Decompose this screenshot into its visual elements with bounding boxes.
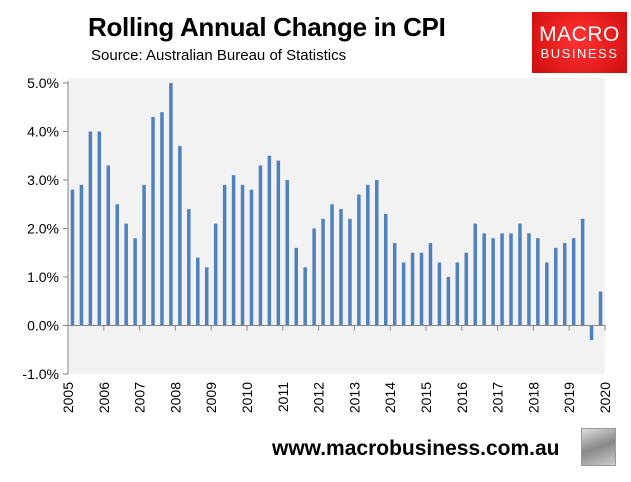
x-tick-label: 2018 — [525, 382, 541, 413]
bar — [124, 223, 128, 326]
plot-area — [68, 78, 605, 374]
x-tick-label: 2013 — [346, 382, 362, 413]
x-tick-label: 2020 — [597, 382, 613, 413]
y-tick-label: -1.0% — [22, 366, 59, 382]
x-tick-label: 2007 — [132, 382, 148, 413]
bar — [330, 204, 334, 326]
chart-title: Rolling Annual Change in CPI — [88, 12, 446, 42]
bar — [276, 160, 281, 326]
y-tick-label: 4.0% — [27, 124, 59, 140]
bar — [339, 209, 343, 326]
bar — [142, 184, 146, 326]
y-tick-label: 2.0% — [27, 221, 59, 237]
x-tick-label: 2016 — [454, 382, 470, 413]
bar — [321, 218, 325, 326]
bar — [491, 238, 495, 326]
bar — [455, 262, 460, 326]
wolf-logo-icon — [581, 428, 616, 466]
bar — [571, 238, 576, 326]
bar — [464, 252, 469, 326]
logo-line2: BUSINESS — [540, 46, 619, 61]
bar — [348, 218, 352, 326]
bar — [303, 267, 307, 326]
bar — [258, 165, 263, 326]
x-tick-label: 2010 — [239, 382, 255, 413]
logo-line1: MACRO — [539, 23, 620, 46]
bar — [204, 267, 209, 326]
bar — [446, 277, 451, 326]
y-tick-label: 3.0% — [27, 172, 59, 188]
bar — [401, 262, 406, 326]
bar — [392, 243, 397, 326]
bar — [428, 243, 433, 326]
x-tick-label: 2006 — [96, 382, 112, 413]
bar — [133, 238, 137, 326]
x-tick-label: 2009 — [203, 382, 219, 413]
bar — [410, 252, 415, 326]
bar — [222, 184, 227, 326]
bar — [151, 116, 155, 326]
x-tick-label: 2008 — [167, 382, 183, 413]
bar — [500, 233, 504, 326]
bar — [518, 223, 522, 326]
website-url: www.macrobusiness.com.au — [272, 437, 560, 460]
bar — [240, 184, 245, 326]
bar — [97, 131, 102, 326]
bar — [357, 194, 361, 326]
bar — [589, 325, 594, 341]
bar — [437, 262, 442, 326]
bar — [419, 252, 424, 326]
bar — [554, 247, 558, 326]
bar — [178, 146, 182, 326]
x-tick-label: 2012 — [311, 382, 327, 413]
bar — [106, 165, 111, 326]
bar — [527, 233, 531, 326]
y-tick-label: 0.0% — [27, 318, 59, 334]
bar — [285, 180, 290, 326]
bar — [187, 209, 191, 326]
bar — [366, 184, 370, 326]
y-tick-label: 5.0% — [27, 75, 59, 91]
bar — [115, 204, 119, 326]
bar — [375, 180, 379, 326]
macrobusiness-logo: MACRO BUSINESS — [532, 12, 627, 73]
bar — [88, 131, 93, 326]
bar — [482, 233, 486, 326]
x-tick-label: 2019 — [561, 382, 577, 413]
bar — [160, 112, 164, 326]
x-tick-label: 2011 — [275, 382, 291, 412]
bar — [294, 247, 298, 326]
x-tick-label: 2005 — [60, 382, 76, 413]
bar — [267, 155, 272, 326]
bar — [598, 291, 603, 326]
chart-subtitle: Source: Australian Bureau of Statistics — [91, 47, 347, 64]
bar — [213, 223, 218, 326]
bar — [473, 223, 477, 326]
bar — [231, 175, 236, 326]
bar — [169, 83, 173, 326]
bar — [70, 189, 75, 326]
bar — [312, 228, 316, 326]
y-tick-label: 1.0% — [27, 269, 59, 285]
x-tick-label: 2015 — [418, 382, 434, 413]
bar — [562, 243, 567, 326]
x-tick-label: 2014 — [382, 382, 398, 413]
bar — [196, 257, 200, 326]
bar — [580, 218, 585, 326]
bar — [509, 233, 513, 326]
x-tick-label: 2017 — [490, 382, 506, 413]
bar — [383, 213, 388, 326]
bar — [545, 262, 549, 326]
bar — [249, 189, 254, 326]
bar — [79, 184, 84, 326]
bar — [536, 238, 540, 326]
